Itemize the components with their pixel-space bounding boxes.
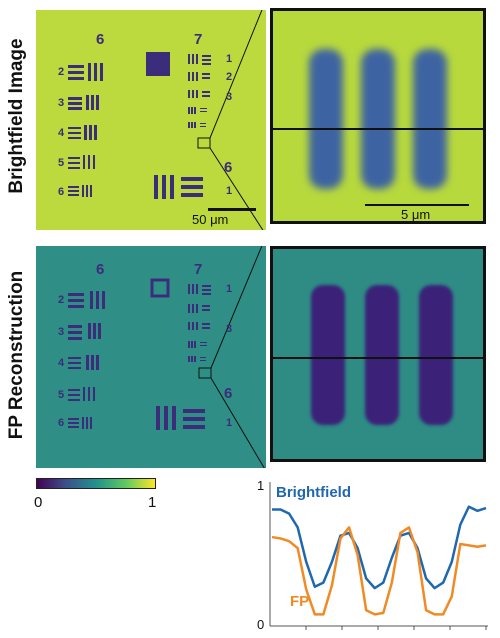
fp-elements-bars: [68, 246, 265, 468]
series-line-0: [272, 505, 487, 590]
group-7-label: 7: [194, 261, 203, 278]
zoom-bars-bf: [273, 49, 483, 206]
element-label: 4: [58, 127, 65, 139]
legend-fp: FP: [290, 593, 310, 610]
element-label: 2: [58, 294, 65, 306]
element-label: 4: [58, 357, 65, 369]
y-tick-label-max: 1: [257, 478, 265, 493]
fp-target-image: 6 7 2 3 4 5 6 1 3 6 1: [36, 246, 266, 468]
series-line-1: [271, 526, 487, 616]
y-tick-label-min: 0: [257, 617, 265, 632]
element-label: 2: [226, 71, 233, 83]
element-label: 2: [58, 66, 65, 78]
element-label: 6: [58, 417, 65, 429]
colorbar-min-label: 0: [34, 494, 43, 511]
left-elements-bars: [68, 10, 264, 230]
group-6-label: 6: [224, 385, 233, 402]
x-ticks: [305, 626, 487, 630]
brightfield-row-label: Brightfield Image: [6, 38, 27, 194]
zoom-scalebar-label: 5 μm: [401, 207, 431, 222]
element-label: 6: [58, 186, 65, 198]
element-label: 1: [226, 417, 233, 429]
large-square-element: [146, 52, 170, 76]
brightfield-target-image: 6 7: [36, 10, 266, 230]
group-7-label: 7: [194, 31, 203, 48]
element-label: 1: [226, 53, 233, 65]
element-label: 3: [226, 323, 233, 335]
profile-lines: [271, 505, 487, 616]
fp-zoom-image: [270, 246, 486, 462]
profile-chart: [269, 482, 488, 630]
legend-brightfield: Brightfield: [276, 484, 351, 501]
colorbar-max-label: 1: [148, 494, 157, 511]
fp-row-label: FP Reconstruction: [6, 270, 27, 440]
element-label: 5: [58, 389, 65, 401]
group-6-label: 6: [224, 159, 233, 176]
element-label: 3: [58, 326, 65, 338]
colorbar: [36, 478, 156, 489]
element-label: 1: [226, 185, 233, 197]
zoom-bars-fp: [273, 285, 483, 425]
brightfield-zoom-image: 5 μm: [270, 8, 486, 224]
scalebar-label: 50 μm: [192, 212, 229, 227]
element-label: 3: [58, 97, 65, 109]
group-6-label: 6: [96, 261, 105, 278]
element-label: 3: [226, 91, 233, 103]
element-label: 5: [58, 157, 65, 169]
element-label: 1: [226, 283, 233, 295]
group-6-label: 6: [96, 31, 105, 48]
